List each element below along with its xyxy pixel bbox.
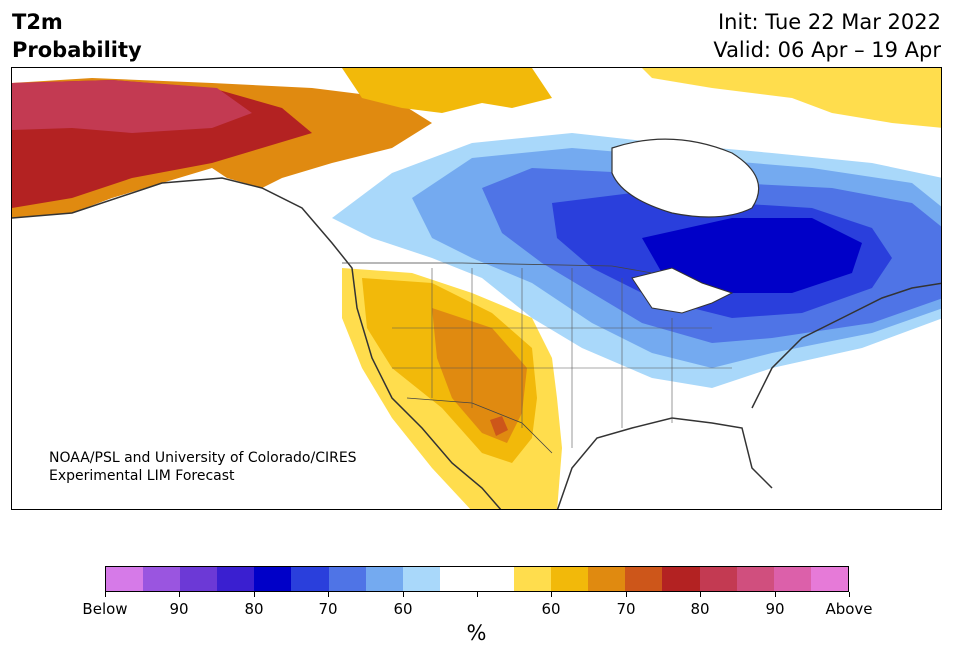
- great-lakes: [631, 267, 734, 314]
- colorbar-cell: [699, 567, 737, 591]
- init-date: Init: Tue 22 Mar 2022: [717, 10, 941, 34]
- colorbar-cell: [625, 567, 663, 591]
- colorbar-cell: [476, 567, 515, 591]
- colorbar-unit: %: [466, 621, 487, 645]
- hudson-bay: [611, 138, 760, 218]
- colorbar-cell: [143, 567, 181, 591]
- colorbar-tick: [403, 592, 404, 597]
- colorbar-tick-label: 60: [393, 600, 413, 618]
- colorbar-tick: [700, 592, 701, 597]
- canada-northeast-warm: [642, 68, 941, 128]
- us-mexico-border: [406, 397, 553, 454]
- colorbar-cell: [773, 567, 811, 591]
- colorbar-cell: [402, 567, 440, 591]
- colorbar-cell: [180, 567, 218, 591]
- colorbar-tick: [179, 592, 180, 597]
- colorbar-tick-label: Above: [825, 600, 873, 618]
- southwest-warm-core: [490, 416, 508, 436]
- credit-line-2: Experimental LIM Forecast: [49, 468, 235, 484]
- colorbar-tick-label: 60: [541, 600, 561, 618]
- valid-period: Valid: 06 Apr – 19 Apr: [713, 38, 941, 62]
- map-canvas: [12, 68, 941, 509]
- colorbar-tick: [477, 592, 478, 597]
- map-credit: NOAA/PSL and University of Colorado/CIRE…: [49, 449, 357, 485]
- forecast-dates: Init: Tue 22 Mar 2022 Valid: 06 Apr – 19…: [713, 8, 941, 64]
- cold-core: [642, 218, 862, 293]
- state-lines: [392, 268, 732, 448]
- colorbar-tick: [328, 592, 329, 597]
- colorbar-tick: [105, 592, 106, 597]
- us-canada-border: [342, 262, 653, 274]
- coastline-gulf: [556, 417, 773, 509]
- colorbar-cell: [106, 567, 144, 591]
- colorbar-tick-label: 90: [169, 600, 189, 618]
- colorbar-tick-label: 80: [244, 600, 264, 618]
- colorbar-cell: [514, 567, 552, 591]
- colorbar-cell: [328, 567, 366, 591]
- colorbar-cell: [588, 567, 626, 591]
- probability-map: [11, 67, 942, 510]
- colorbar-tick-label: Below: [82, 600, 128, 618]
- colorbar-cell: [365, 567, 403, 591]
- credit-line-1: NOAA/PSL and University of Colorado/CIRE…: [49, 450, 357, 466]
- title-quantity: Probability: [12, 38, 142, 62]
- colorbar-cell: [810, 567, 848, 591]
- chart-title: T2m Probability: [12, 8, 142, 64]
- coastline-west: [12, 177, 502, 509]
- title-variable: T2m: [12, 10, 63, 34]
- colorbar-tick: [254, 592, 255, 597]
- southwest-warm-80: [432, 308, 527, 443]
- colorbar-tick-label: 90: [765, 600, 785, 618]
- colorbar-tick: [849, 592, 850, 597]
- colorbar-cell: [736, 567, 774, 591]
- alaska-core-warm: [12, 80, 252, 133]
- colorbar-tick-label: 70: [616, 600, 636, 618]
- colorbar-tick: [551, 592, 552, 597]
- colorbar-cell: [662, 567, 700, 591]
- colorbar-cell: [254, 567, 292, 591]
- probability-colorbar: [105, 566, 849, 592]
- colorbar-cell: [439, 567, 477, 591]
- colorbar-tick: [626, 592, 627, 597]
- colorbar-cell: [291, 567, 329, 591]
- colorbar-tick-label: 80: [690, 600, 710, 618]
- colorbar-cell: [217, 567, 255, 591]
- colorbar-tick: [775, 592, 776, 597]
- coastline-east: [751, 282, 941, 409]
- colorbar-cell: [551, 567, 589, 591]
- canada-north-warm: [342, 68, 552, 113]
- colorbar-tick-label: 70: [318, 600, 338, 618]
